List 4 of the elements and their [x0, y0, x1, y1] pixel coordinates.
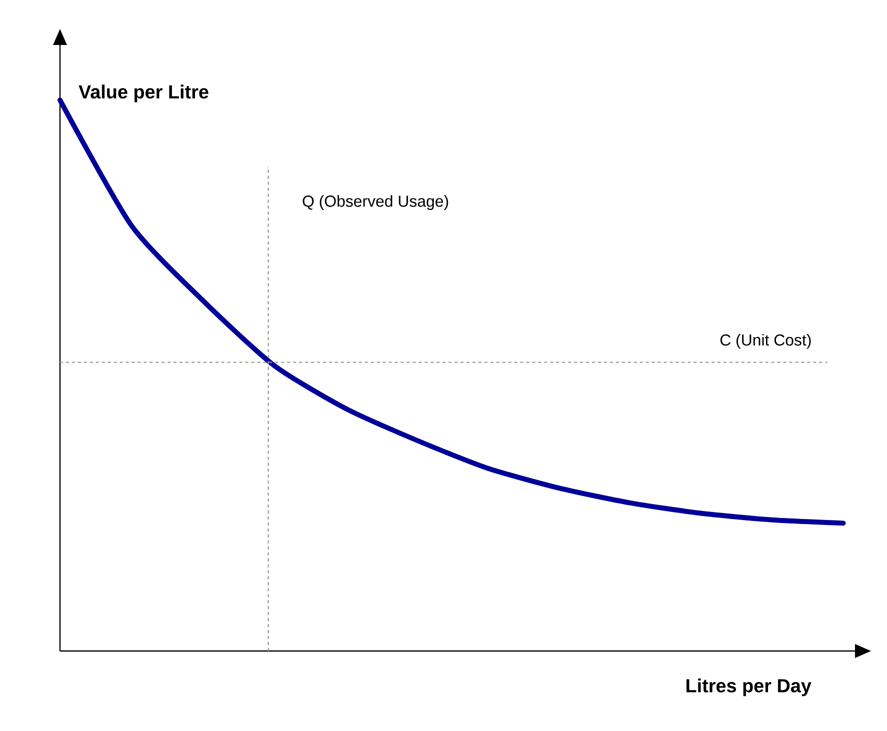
ref-line-label: C (Unit Cost) — [720, 334, 811, 349]
y-axis-title: Value per Litre — [78, 84, 208, 102]
x-axis-title: Litres per Day — [686, 678, 812, 696]
annotation: Q (Observed Usage) — [302, 195, 448, 210]
